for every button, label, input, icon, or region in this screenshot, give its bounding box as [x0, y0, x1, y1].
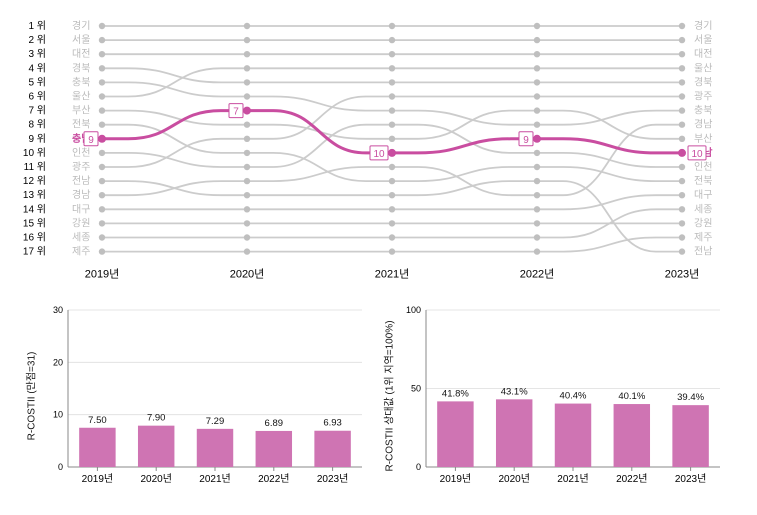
svg-text:0: 0: [416, 462, 421, 472]
svg-text:9 위: 9 위: [28, 132, 46, 145]
svg-text:6.93: 6.93: [323, 418, 342, 429]
svg-text:7.29: 7.29: [206, 416, 225, 427]
svg-text:2021년: 2021년: [199, 473, 230, 485]
svg-text:9: 9: [523, 135, 529, 146]
bar-left-ylabel: R-COSTII (만점=31): [23, 351, 38, 440]
svg-text:8 위: 8 위: [28, 118, 46, 131]
svg-text:3 위: 3 위: [28, 47, 46, 60]
svg-text:제주: 제주: [694, 232, 712, 244]
svg-text:경남: 경남: [694, 118, 712, 131]
svg-text:전남: 전남: [694, 246, 712, 258]
svg-text:부산: 부산: [72, 105, 90, 117]
bar-chart-absolute: R-COSTII (만점=31) 01020307.502019년7.90202…: [32, 298, 372, 493]
svg-text:2023년: 2023년: [665, 268, 700, 281]
svg-text:12 위: 12 위: [23, 174, 46, 187]
svg-text:세종: 세종: [72, 232, 90, 244]
svg-text:2020년: 2020년: [230, 268, 265, 281]
svg-text:10: 10: [53, 410, 63, 420]
svg-text:울산: 울산: [694, 62, 712, 74]
svg-text:41.8%: 41.8%: [442, 388, 469, 399]
svg-text:6 위: 6 위: [28, 90, 46, 103]
svg-text:2020년: 2020년: [498, 473, 529, 485]
svg-text:30: 30: [53, 305, 63, 315]
svg-text:경남: 경남: [72, 188, 90, 201]
svg-text:대전: 대전: [694, 48, 712, 60]
svg-text:경북: 경북: [694, 75, 712, 88]
svg-text:2023년: 2023년: [675, 473, 706, 485]
svg-text:15 위: 15 위: [23, 216, 46, 229]
svg-text:인천: 인천: [72, 147, 90, 159]
svg-text:울산: 울산: [72, 91, 90, 103]
svg-text:10: 10: [691, 149, 703, 160]
svg-text:부산: 부산: [694, 133, 712, 145]
svg-text:충북: 충북: [72, 76, 90, 88]
svg-text:2021년: 2021년: [375, 268, 410, 281]
svg-text:16 위: 16 위: [23, 231, 46, 244]
svg-text:경기: 경기: [72, 19, 90, 32]
svg-text:1 위: 1 위: [28, 19, 46, 32]
svg-text:7.90: 7.90: [147, 413, 166, 424]
svg-text:2023년: 2023년: [317, 473, 348, 485]
svg-text:전북: 전북: [72, 119, 90, 131]
svg-text:2019년: 2019년: [85, 268, 120, 281]
svg-text:6.89: 6.89: [265, 418, 284, 429]
svg-text:13 위: 13 위: [23, 188, 46, 201]
svg-text:2019년: 2019년: [440, 473, 471, 485]
svg-text:충북: 충북: [694, 105, 712, 117]
svg-text:광주: 광주: [694, 91, 712, 103]
svg-text:강원: 강원: [72, 217, 90, 229]
svg-text:43.1%: 43.1%: [501, 386, 528, 397]
svg-text:경기: 경기: [694, 19, 712, 32]
svg-text:강원: 강원: [694, 217, 712, 229]
svg-text:제주: 제주: [72, 246, 90, 258]
svg-text:11 위: 11 위: [24, 160, 46, 173]
bar-right-ylabel: R-COSTII 상대값 (1위 지역=100%): [381, 320, 396, 471]
svg-text:17 위: 17 위: [23, 245, 46, 258]
svg-text:4 위: 4 위: [28, 61, 46, 74]
bump-chart: 1 위경기경기2 위서울서울3 위대전대전4 위경북울산5 위충북경북6 위울산…: [12, 12, 745, 292]
bar-chart-relative: R-COSTII 상대값 (1위 지역=100%) 05010041.8%201…: [390, 298, 730, 493]
svg-text:14 위: 14 위: [23, 202, 46, 215]
svg-text:7.50: 7.50: [88, 415, 107, 426]
svg-text:2021년: 2021년: [557, 473, 588, 485]
svg-text:대구: 대구: [72, 203, 90, 215]
svg-text:7: 7: [233, 107, 239, 118]
svg-text:전북: 전북: [694, 175, 712, 187]
svg-text:서울: 서울: [694, 34, 712, 46]
svg-text:40.1%: 40.1%: [618, 391, 645, 402]
svg-text:2022년: 2022년: [520, 268, 555, 281]
svg-text:20: 20: [53, 357, 63, 367]
svg-text:100: 100: [406, 305, 421, 315]
svg-text:대전: 대전: [72, 48, 90, 60]
svg-text:2020년: 2020년: [140, 473, 171, 485]
svg-text:2022년: 2022년: [258, 473, 289, 485]
svg-text:5 위: 5 위: [28, 75, 46, 88]
svg-text:2022년: 2022년: [616, 473, 647, 485]
svg-text:7 위: 7 위: [28, 104, 46, 117]
svg-text:2 위: 2 위: [28, 33, 46, 46]
svg-text:광주: 광주: [72, 161, 90, 173]
svg-text:전남: 전남: [72, 175, 90, 187]
svg-text:9: 9: [88, 135, 94, 146]
svg-text:0: 0: [58, 462, 63, 472]
svg-text:대구: 대구: [694, 189, 712, 201]
svg-text:경북: 경북: [72, 61, 90, 74]
svg-text:서울: 서울: [72, 34, 90, 46]
svg-text:2019년: 2019년: [82, 473, 113, 485]
svg-text:세종: 세종: [694, 203, 712, 215]
svg-text:10 위: 10 위: [23, 146, 46, 159]
svg-text:39.4%: 39.4%: [677, 392, 704, 403]
svg-text:40.4%: 40.4%: [560, 391, 587, 402]
svg-text:50: 50: [411, 384, 421, 394]
svg-text:인천: 인천: [694, 161, 712, 173]
svg-text:10: 10: [373, 149, 385, 160]
